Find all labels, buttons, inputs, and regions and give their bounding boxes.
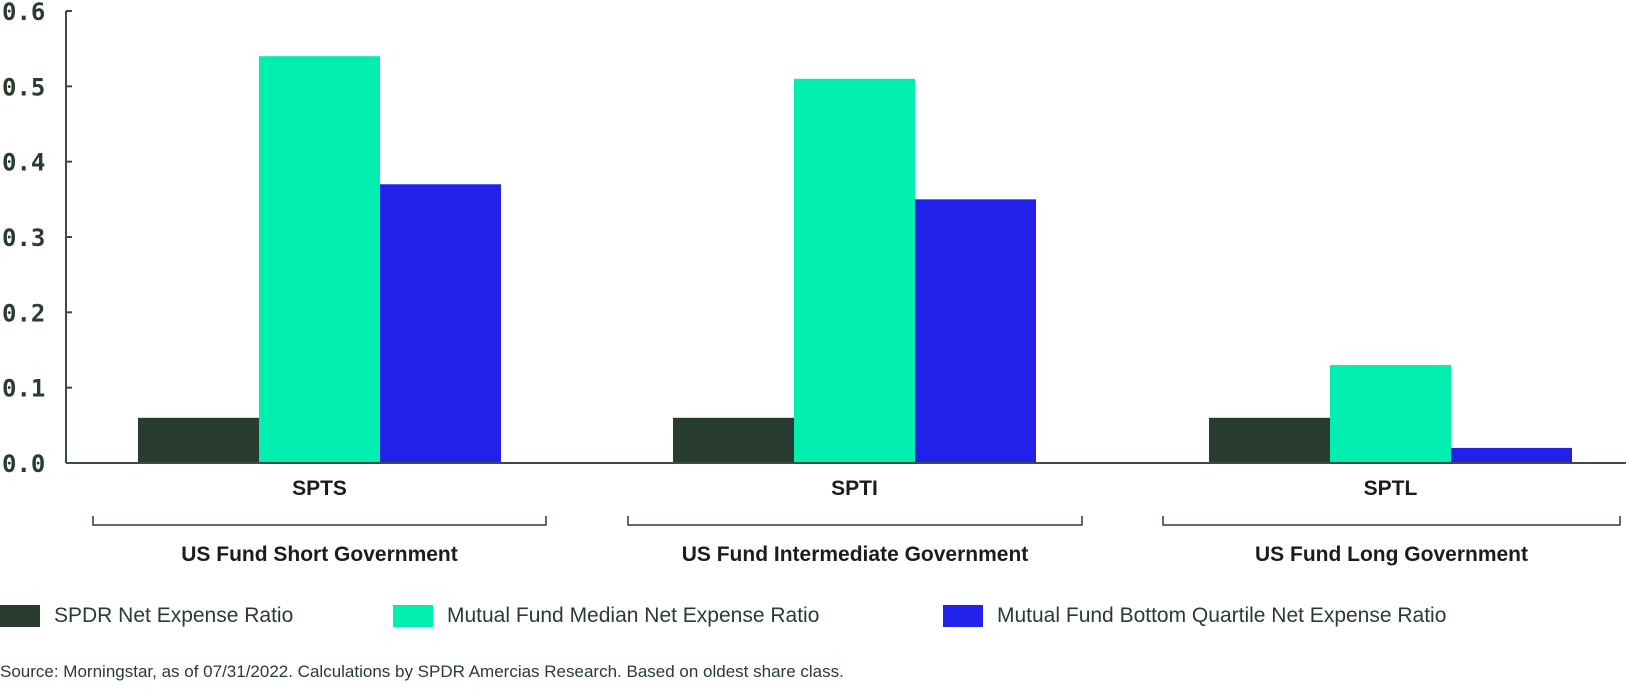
legend-label: Mutual Fund Median Net Expense Ratio	[447, 604, 820, 627]
legend-label: Mutual Fund Bottom Quartile Net Expense …	[997, 604, 1447, 627]
y-tick-label: 0.0	[2, 450, 45, 478]
legend: SPDR Net Expense Ratio Mutual Fund Media…	[0, 604, 1626, 634]
group-bracket	[92, 516, 547, 526]
bar-sptl-series-2	[1451, 447, 1572, 463]
category-label: SPTL	[1364, 477, 1418, 500]
legend-swatch	[393, 605, 433, 627]
group-label: US Fund Long Government	[1255, 543, 1528, 566]
group-bracket	[627, 516, 1083, 526]
group-label: US Fund Short Government	[181, 543, 458, 566]
y-tick-label: 0.1	[2, 375, 45, 403]
group-bracket	[1162, 516, 1621, 526]
bar-spts-series-1	[259, 56, 380, 463]
legend-item-median: Mutual Fund Median Net Expense Ratio	[393, 604, 819, 628]
y-tick-label: 0.6	[2, 0, 45, 26]
y-tick-label: 0.5	[2, 73, 45, 101]
bar-spts-series-2	[380, 184, 501, 463]
bar-chart-plot: SPTS US Fund Short Government SPTI US Fund …	[2, 0, 1626, 566]
source-note: Source: Morningstar, as of 07/31/2022. C…	[0, 662, 844, 681]
legend-swatch	[943, 605, 983, 627]
bar-spti-series-2	[915, 199, 1036, 464]
group-label: US Fund Intermediate Government	[682, 543, 1029, 566]
legend-label: SPDR Net Expense Ratio	[54, 604, 294, 627]
bar-spti-series-0	[673, 417, 794, 463]
category-label: SPTS	[292, 477, 347, 500]
category-label: SPTI	[831, 477, 878, 500]
bar-sptl-series-1	[1330, 365, 1451, 463]
legend-item-spdr: SPDR Net Expense Ratio	[0, 604, 293, 628]
y-tick-label: 0.3	[2, 224, 45, 252]
legend-swatch	[0, 605, 40, 627]
bar-spti-series-1	[794, 78, 915, 464]
y-tick-label: 0.2	[2, 299, 45, 327]
bar-spts-series-0	[138, 417, 259, 463]
legend-item-bottom-quartile: Mutual Fund Bottom Quartile Net Expense …	[943, 604, 1446, 628]
y-tick-label: 0.4	[2, 149, 45, 177]
bar-sptl-series-0	[1209, 417, 1330, 463]
